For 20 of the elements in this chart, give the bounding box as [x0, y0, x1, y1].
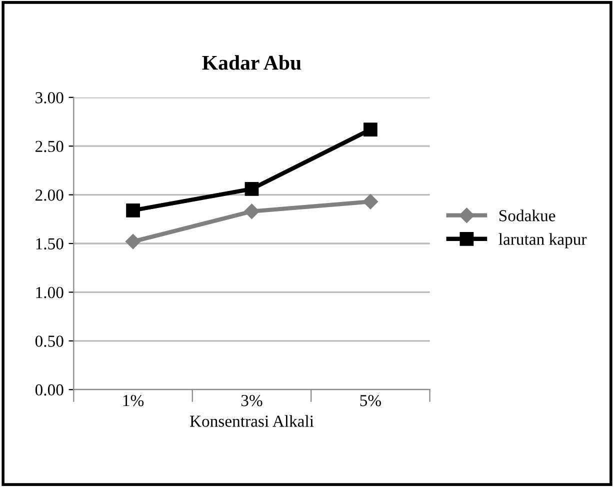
point [125, 234, 141, 250]
legend-label: larutan kapur [498, 233, 587, 248]
y-tick-label: 0.50 [35, 336, 64, 347]
x-tick-label: 1% [123, 394, 144, 406]
legend-label: Sodakue [499, 210, 556, 222]
point [362, 194, 378, 210]
y-tick-label: 0.00 [35, 384, 64, 396]
y-tick-label: 2.00 [36, 190, 64, 201]
x-axis-title: Konsentrasi Alkali [190, 415, 314, 427]
y-tick-label: 2.50 [36, 140, 64, 152]
point [126, 203, 140, 218]
y-tick-label: 3.00 [36, 92, 64, 104]
point [364, 122, 378, 136]
point [244, 204, 260, 219]
chart-title: Kadar Abu [202, 55, 302, 70]
y-tick-label: 1.00 [36, 286, 64, 298]
point [244, 182, 259, 196]
x-tick-label: 3% [241, 394, 262, 406]
x-tick-label: 5% [360, 394, 381, 406]
y-tick-label: 1.50 [36, 238, 64, 250]
